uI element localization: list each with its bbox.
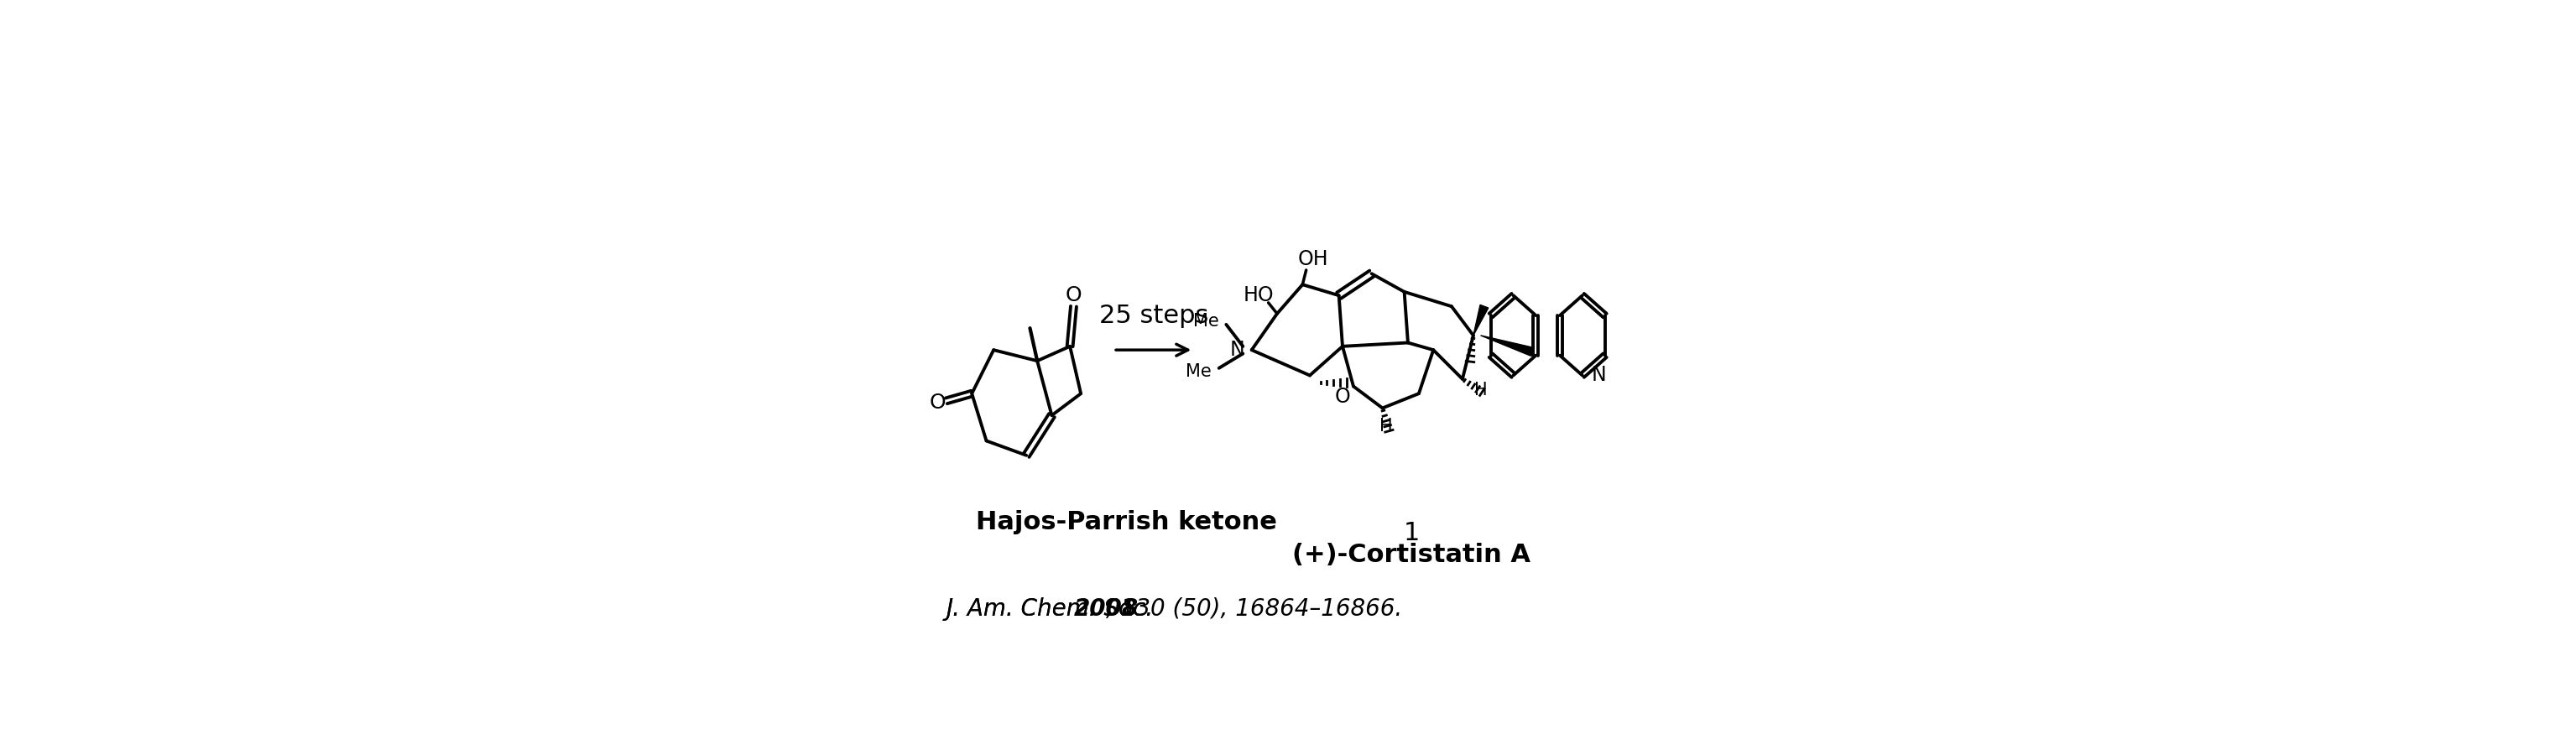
Polygon shape: [1481, 335, 1533, 356]
Text: H: H: [1473, 381, 1486, 398]
Text: O: O: [930, 393, 945, 413]
Text: (+)-Cortistatin A: (+)-Cortistatin A: [1293, 542, 1530, 567]
Text: Me: Me: [1185, 363, 1211, 380]
Polygon shape: [1473, 305, 1489, 335]
Text: Me: Me: [1193, 313, 1218, 330]
Text: J. Am. Chem. Soc.: J. Am. Chem. Soc.: [945, 597, 1162, 620]
Text: , 130 (50), 16864–16866.: , 130 (50), 16864–16866.: [1105, 597, 1404, 620]
Text: N: N: [1229, 340, 1244, 360]
Text: 1: 1: [1404, 521, 1419, 545]
Text: Hajos-Parrish ketone: Hajos-Parrish ketone: [976, 510, 1278, 534]
Text: O: O: [1334, 387, 1350, 408]
Text: OH: OH: [1298, 249, 1329, 269]
Text: HO: HO: [1244, 285, 1275, 305]
Text: O: O: [1066, 285, 1082, 305]
Text: J. Am. Chem. Soc.: J. Am. Chem. Soc.: [945, 597, 1162, 620]
Text: 2008: 2008: [1074, 597, 1139, 620]
Text: N: N: [1592, 365, 1605, 386]
Text: H: H: [1381, 418, 1394, 434]
Text: 25 steps: 25 steps: [1100, 304, 1208, 328]
